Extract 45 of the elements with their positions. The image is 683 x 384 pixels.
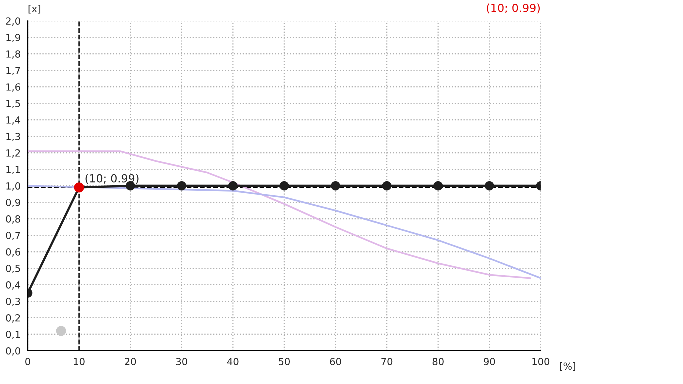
y-tick-label: 1,0 <box>6 182 20 191</box>
y-tick-label: 0,2 <box>6 314 20 323</box>
y-tick-label: 1,6 <box>6 84 20 92</box>
y-tick-label: 0,7 <box>6 232 20 240</box>
point <box>331 181 340 191</box>
point <box>177 181 187 191</box>
y-tick-label: 1,7 <box>6 67 20 76</box>
x-tick-label: 100 <box>532 358 550 366</box>
x-axis-title: [%] <box>560 362 576 372</box>
y-tick-label: 0,1 <box>6 330 20 340</box>
y-tick-label: 0,9 <box>6 199 20 208</box>
y-tick-label: 0,5 <box>6 264 20 274</box>
x-tick-label: 90 <box>484 358 496 366</box>
point <box>280 181 290 191</box>
y-tick-label: 0,4 <box>6 281 21 290</box>
x-tick-label: 30 <box>176 358 188 366</box>
y-tick-label: 2,0 <box>6 18 20 26</box>
text: (10; 0.99) <box>487 4 540 14</box>
point <box>484 181 494 191</box>
x-tick-label: 40 <box>227 358 239 366</box>
y-tick-label: 0,6 <box>6 248 20 257</box>
y-tick-label: 1,5 <box>6 100 20 108</box>
x-tick-label: 10 <box>74 358 85 366</box>
x-tick-label: 20 <box>125 358 136 366</box>
annotation: (10; 0.99) <box>86 174 139 184</box>
x-tick-label: 80 <box>432 358 444 366</box>
y-tick-label: 1,8 <box>6 50 20 59</box>
x-tick-label: 0 <box>26 358 30 366</box>
y-tick-label: 1,1 <box>6 166 20 174</box>
point <box>228 181 238 191</box>
y-tick-label: 1,2 <box>6 150 20 158</box>
y-tick-label: 1,9 <box>6 34 20 42</box>
y-tick-label: 0,3 <box>6 298 20 306</box>
x-tick-label: 60 <box>330 358 342 366</box>
point <box>382 181 392 191</box>
line-series <box>28 150 532 280</box>
point <box>56 326 66 336</box>
y-tick-label: 1,3 <box>6 133 20 142</box>
y-tick-label: 0,8 <box>6 216 20 224</box>
y-tick-label: 1,4 <box>6 116 21 125</box>
point <box>434 181 444 191</box>
x-tick-label: 70 <box>382 358 393 366</box>
x-tick-label: 50 <box>279 358 290 366</box>
y-tick-label: 0,0 <box>6 347 20 356</box>
y-axis-title: [x] <box>28 5 41 14</box>
